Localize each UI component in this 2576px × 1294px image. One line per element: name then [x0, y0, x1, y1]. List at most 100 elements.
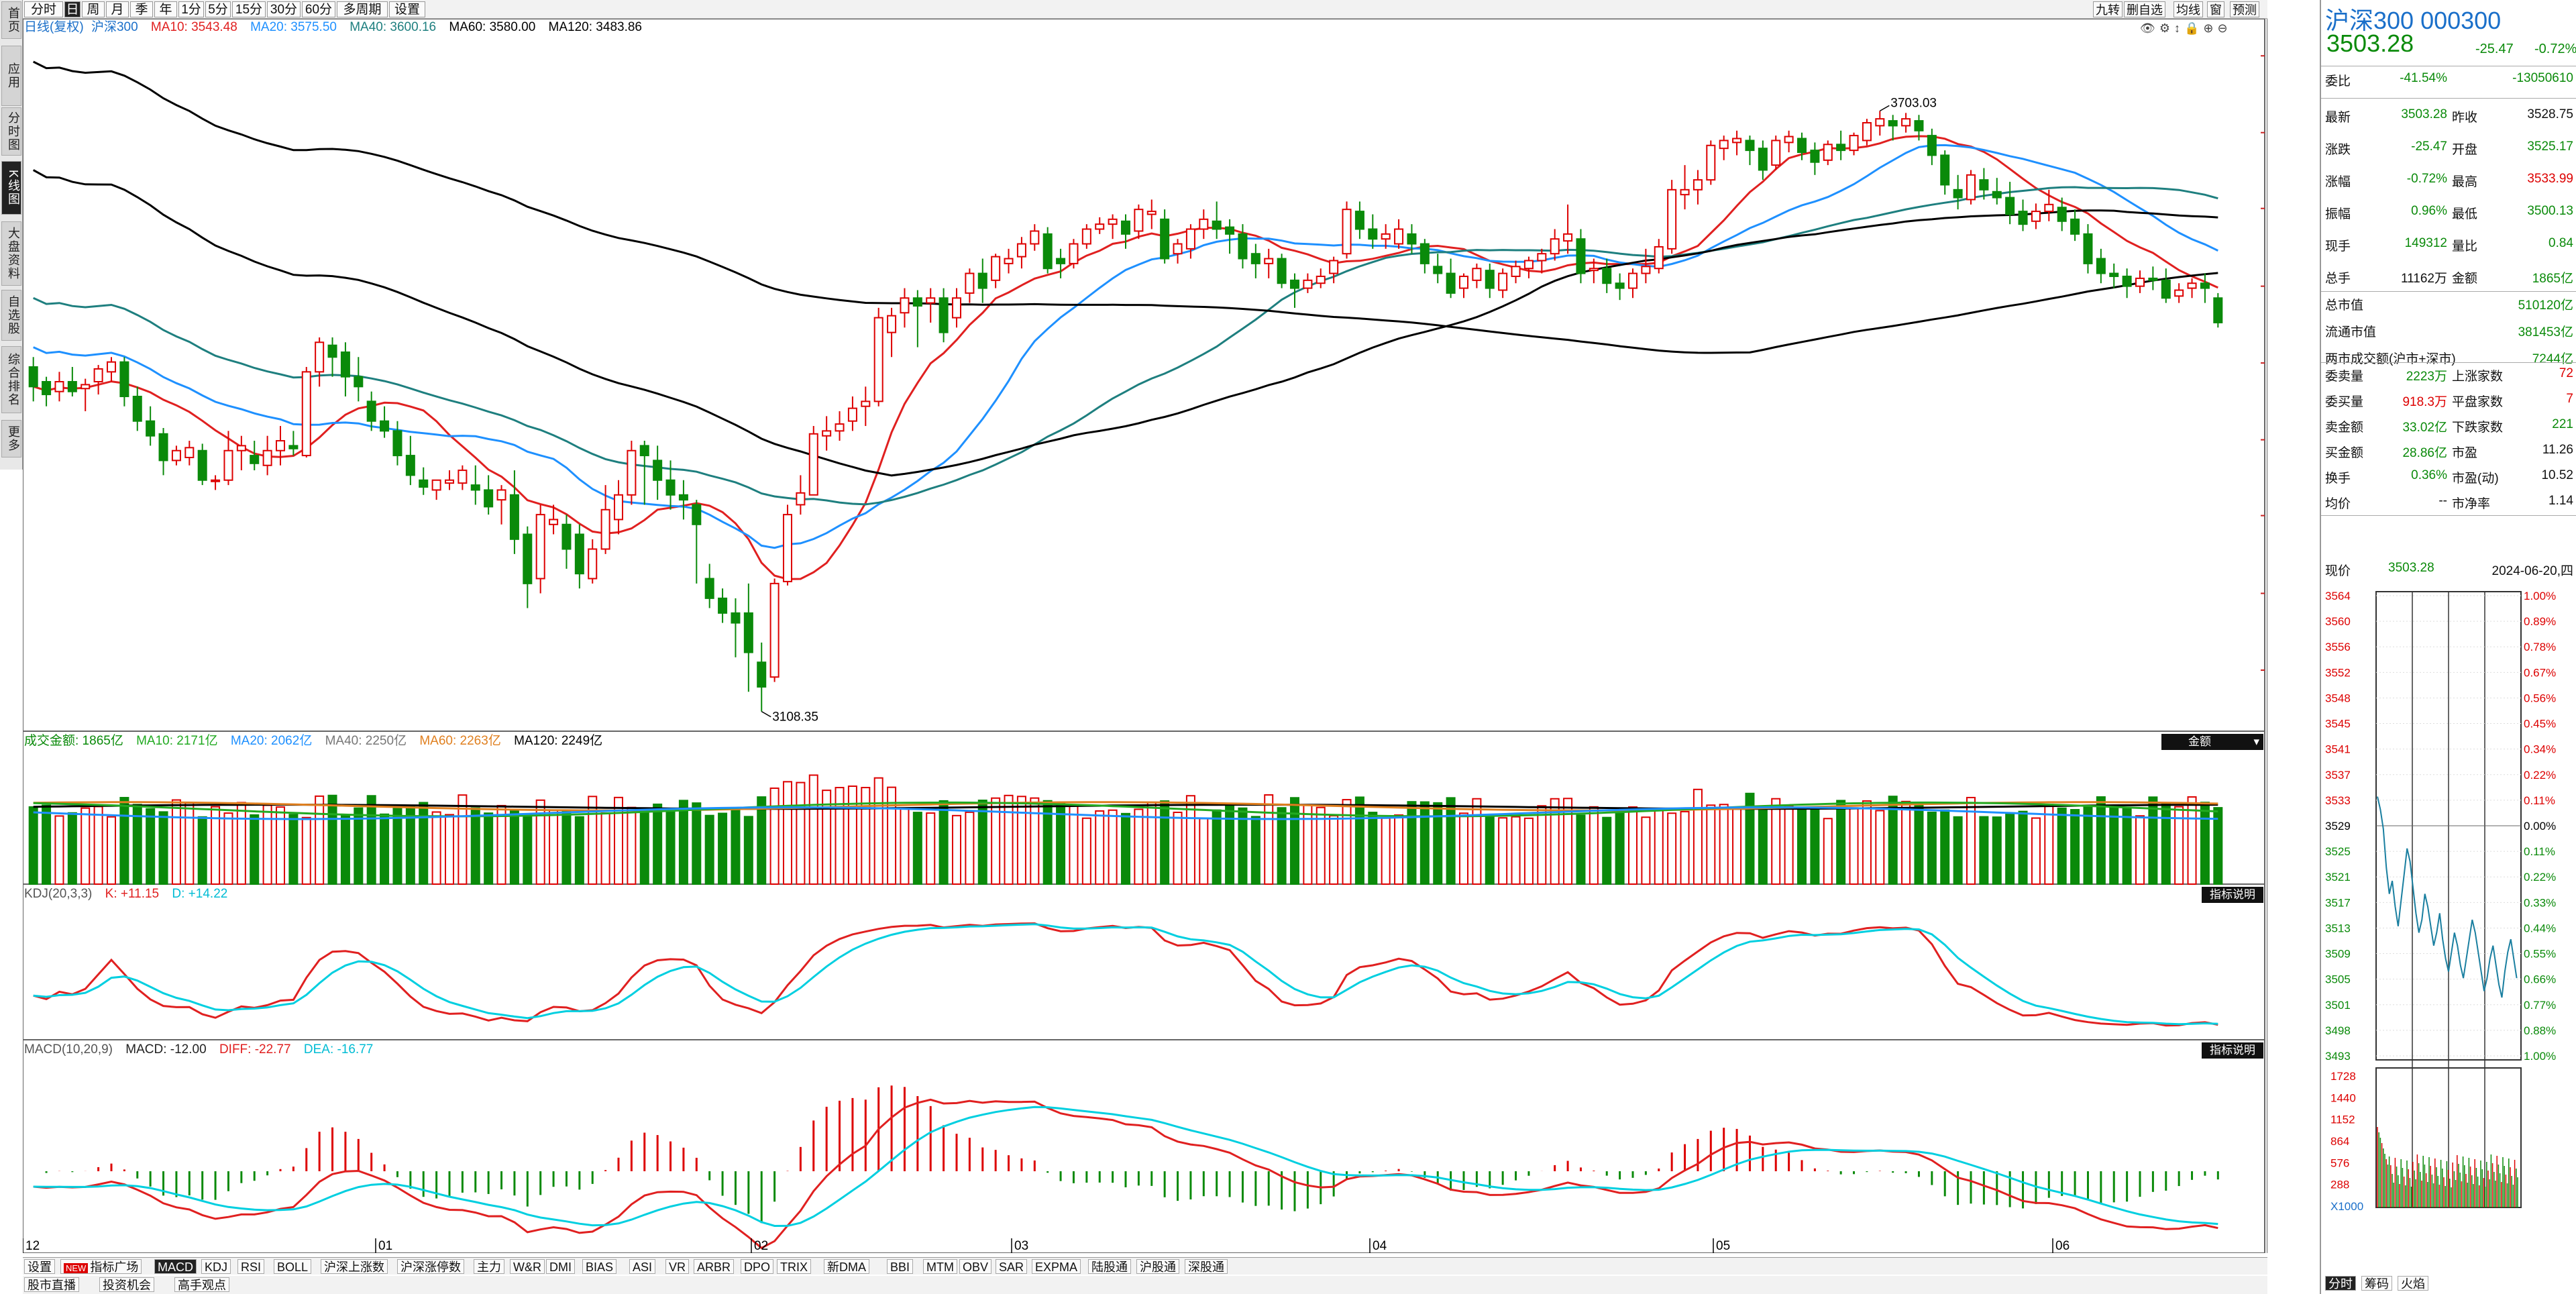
indicator-tab-0[interactable]: 设置	[24, 1259, 55, 1274]
toolbar-9[interactable]: 30分	[267, 1, 301, 17]
indicator-tab-11[interactable]: BIAS	[582, 1259, 617, 1274]
leftnav-5[interactable]: 自选股	[1, 290, 21, 341]
volume-bar	[561, 809, 572, 885]
candle	[315, 337, 325, 387]
indicator-tab-22[interactable]: EXPMA	[1032, 1259, 1081, 1274]
date-label: 12	[25, 1239, 40, 1253]
quote-row-label2: 金额	[2452, 272, 2478, 286]
toolbar-12[interactable]: 设置	[389, 1, 425, 17]
toolbar-1[interactable]: 日	[64, 1, 80, 17]
right-tool-0[interactable]: 九转	[2093, 1, 2123, 17]
toolbar-10[interactable]: 60分	[302, 1, 335, 17]
candle	[2031, 203, 2041, 229]
indicator-tab-7[interactable]: 沪深涨停数	[397, 1259, 464, 1274]
volume-bar	[1342, 799, 1352, 885]
lock-icon[interactable]: 🔒	[2184, 21, 2204, 35]
toolbar-2[interactable]: 周	[82, 1, 105, 17]
move-icon[interactable]: ↕	[2174, 21, 2184, 35]
chart-tools[interactable]: 👁⚙↕🔒⊕⊖	[2140, 21, 2232, 36]
toolbar-3[interactable]: 月	[106, 1, 129, 17]
candle	[535, 504, 545, 594]
indicator-tab-21[interactable]: SAR	[996, 1259, 1028, 1274]
candle	[470, 465, 480, 505]
leftnav-6[interactable]: 综合排名	[1, 346, 21, 413]
toolbar-5[interactable]: 年	[154, 1, 177, 17]
right-tool-3[interactable]: 窗	[2207, 1, 2224, 17]
indicator-tab-5[interactable]: BOLL	[274, 1259, 312, 1274]
indicator-tab-8[interactable]: 主力	[474, 1259, 504, 1274]
macd-legend-dea: DEA: -16.77	[303, 1042, 374, 1057]
indicator-tab-10[interactable]: DMI	[546, 1259, 575, 1274]
intraday-price-label: 3517	[2325, 896, 2351, 909]
quote-row-label: 均价	[2325, 497, 2351, 511]
candle	[782, 504, 793, 586]
indicator-tab-6[interactable]: 沪深上涨数	[321, 1259, 388, 1274]
toolbar-6[interactable]: 1分	[178, 1, 204, 17]
quote-tab-0[interactable]: 分时	[2325, 1276, 2356, 1291]
volume-bar	[1966, 796, 1976, 885]
indicator-tab-3[interactable]: KDJ	[201, 1259, 231, 1274]
right-tool-4[interactable]: 预测	[2230, 1, 2259, 17]
indicator-tab-15[interactable]: DPO	[741, 1259, 774, 1274]
toolbar-0[interactable]: 分时	[24, 1, 63, 17]
volume-bar	[470, 807, 480, 885]
volume-bar	[1758, 806, 1768, 885]
right-tool-1[interactable]: 删自选	[2124, 1, 2165, 17]
indicator-tab-17[interactable]: 新DMA	[824, 1259, 869, 1274]
volume-bar	[1784, 805, 1794, 885]
indicator-tab-9[interactable]: W&R	[510, 1259, 545, 1274]
kdj-help-button[interactable]: 指标说明	[2202, 887, 2263, 903]
chart-canvas[interactable]: 3776369836213542346433863309323031523703…	[23, 19, 2267, 1253]
amount-dropdown[interactable]: 金额 ▾	[2161, 734, 2263, 750]
toolbar-8[interactable]: 15分	[232, 1, 266, 17]
vol-ma-line	[33, 806, 2218, 820]
candle	[627, 441, 637, 505]
right-tool-2[interactable]: 均线	[2174, 1, 2203, 17]
indicator-tab-1[interactable]: NEW 指标广场	[60, 1259, 142, 1274]
candle	[1030, 224, 1040, 251]
toolbar-11[interactable]: 多周期	[337, 1, 388, 17]
volume-bar	[796, 781, 806, 885]
kdj-legend: KDJ(20,3,3) K: +11.15 D: +14.22	[24, 887, 237, 902]
settings-icon[interactable]: ⚙	[2159, 21, 2174, 35]
indicator-tab-18[interactable]: BBI	[887, 1259, 914, 1274]
info-tab-0[interactable]: 股市直播	[24, 1277, 79, 1292]
indicator-tab-13[interactable]: VR	[665, 1259, 690, 1274]
leftnav-0[interactable]: 首页	[1, 1, 21, 39]
candle	[2122, 268, 2132, 299]
indicator-tab-23[interactable]: 陆股通	[1088, 1259, 1131, 1274]
eye-icon[interactable]: 👁	[2140, 21, 2159, 35]
leftnav-1[interactable]: 应用	[1, 46, 21, 106]
intraday-pct-label: 0.11%	[2524, 845, 2555, 858]
indicator-tab-4[interactable]: RSI	[237, 1259, 265, 1274]
candle	[93, 365, 103, 395]
kline-chart[interactable]: 3776369836213542346433863309323031523703…	[23, 19, 2267, 1253]
intraday-pct-label: 0.77%	[2524, 999, 2556, 1012]
zoom-out-icon[interactable]: ⊖	[2217, 21, 2232, 35]
indicator-tab-2[interactable]: MACD	[154, 1259, 197, 1274]
indicator-tab-25[interactable]: 深股通	[1185, 1259, 1228, 1274]
indicator-tab-19[interactable]: MTM	[923, 1259, 957, 1274]
candle	[1368, 214, 1378, 249]
macd-help-button[interactable]: 指标说明	[2202, 1042, 2263, 1059]
volume-bar	[731, 807, 741, 885]
indicator-tab-12[interactable]: ASI	[629, 1259, 656, 1274]
leftnav-4[interactable]: 大盘资料	[1, 221, 21, 286]
indicator-tab-14[interactable]: ARBR	[694, 1259, 735, 1274]
indicator-tab-20[interactable]: OBV	[959, 1259, 992, 1274]
toolbar-4[interactable]: 季	[130, 1, 153, 17]
leftnav-3[interactable]: K线图	[1, 161, 21, 215]
info-tab-1[interactable]: 投资机会	[99, 1277, 154, 1292]
quote-tab-2[interactable]: 火焰	[2398, 1276, 2428, 1291]
quote-tab-1[interactable]: 筹码	[2361, 1276, 2392, 1291]
indicator-tab-24[interactable]: 沪股通	[1136, 1259, 1179, 1274]
volume-bar	[653, 803, 663, 885]
indicator-tab-16[interactable]: TRIX	[777, 1259, 812, 1274]
zoom-in-icon[interactable]: ⊕	[2203, 21, 2218, 35]
info-tab-2[interactable]: 高手观点	[174, 1277, 229, 1292]
toolbar-7[interactable]: 5分	[205, 1, 231, 17]
candle	[523, 526, 533, 608]
intraday-chart[interactable]: 3564 1.00% 3560 0.89% 3556 0.78% 3552 0.67% 3548…	[2321, 563, 2576, 1234]
leftnav-7[interactable]: 更多	[1, 420, 21, 457]
leftnav-2[interactable]: 分时图	[1, 107, 21, 156]
